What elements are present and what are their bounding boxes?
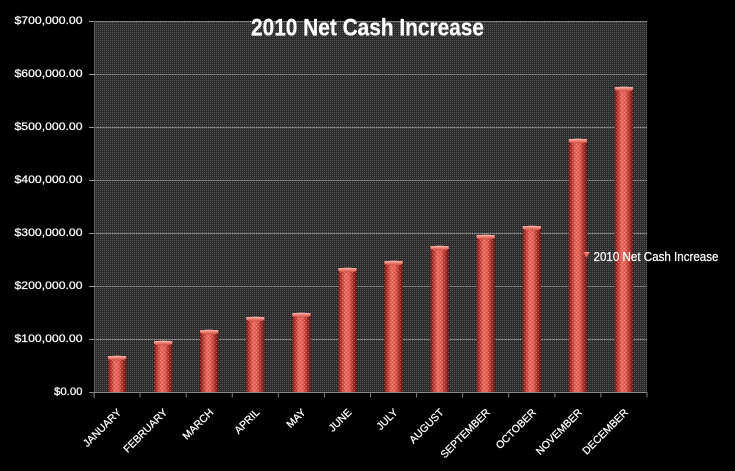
svg-text:$0.00: $0.00: [54, 386, 83, 398]
svg-text:$600,000.00: $600,000.00: [15, 68, 83, 80]
svg-text:$200,000.00: $200,000.00: [15, 280, 83, 292]
svg-text:$100,000.00: $100,000.00: [15, 333, 83, 345]
svg-text:2010 Net Cash Increase: 2010 Net Cash Increase: [594, 249, 719, 264]
svg-text:$400,000.00: $400,000.00: [15, 174, 83, 186]
svg-text:$300,000.00: $300,000.00: [15, 227, 83, 239]
svg-text:2010 Net Cash Increase: 2010 Net Cash Increase: [251, 15, 484, 42]
svg-text:$700,000.00: $700,000.00: [15, 15, 83, 27]
svg-text:$500,000.00: $500,000.00: [15, 121, 83, 133]
